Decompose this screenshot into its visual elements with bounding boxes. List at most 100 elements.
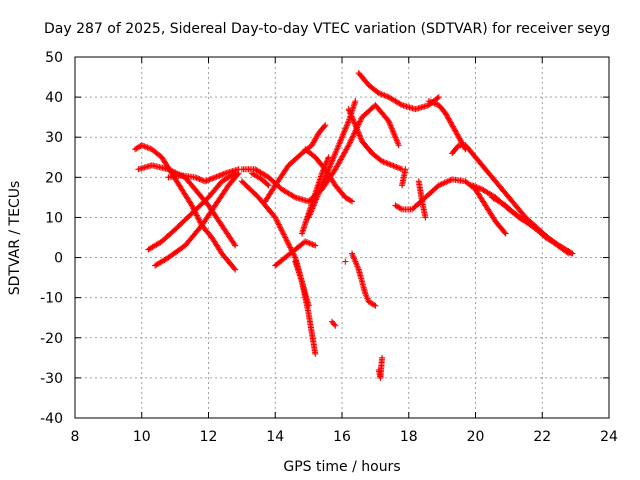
- data-point: [396, 165, 403, 172]
- data-point: [390, 162, 397, 169]
- x-tick-label: 20: [467, 429, 485, 445]
- data-point: [216, 172, 223, 179]
- data-point: [272, 214, 279, 221]
- data-point: [192, 174, 199, 181]
- x-tick-label: 18: [400, 429, 418, 445]
- series-track-25: [399, 166, 409, 189]
- data-point: [434, 95, 441, 102]
- series-track-3: [145, 170, 239, 253]
- data-point: [140, 142, 147, 149]
- data-point: [274, 218, 281, 225]
- data-point: [202, 178, 209, 185]
- series-track-10: [292, 258, 319, 357]
- series-track-4: [152, 170, 242, 269]
- data-point: [312, 350, 319, 357]
- data-point: [197, 176, 204, 183]
- series-track-17: [425, 98, 469, 153]
- data-point: [280, 231, 287, 238]
- data-point: [291, 253, 298, 260]
- data-point: [567, 249, 574, 256]
- data-point: [215, 173, 222, 180]
- data-point: [207, 176, 214, 183]
- y-tick-label: -40: [40, 411, 63, 427]
- data-point: [402, 166, 409, 173]
- x-axis-label: GPS time / hours: [283, 459, 400, 475]
- data-point: [168, 167, 175, 174]
- data-point: [384, 160, 391, 167]
- data-point: [284, 238, 291, 245]
- data-point: [194, 213, 201, 220]
- y-tick-label: -20: [40, 331, 63, 347]
- y-tick-label: 50: [45, 50, 63, 66]
- y-tick-label: 30: [45, 130, 63, 146]
- data-point: [378, 91, 385, 98]
- data-point: [432, 100, 439, 107]
- data-point: [165, 166, 172, 173]
- data-point: [306, 240, 313, 247]
- data-point: [372, 302, 379, 309]
- series-track-7: [248, 170, 272, 189]
- data-point: [384, 93, 391, 100]
- data-point: [383, 160, 390, 167]
- series-track-9: [272, 238, 319, 269]
- data-point: [231, 241, 238, 248]
- data-point: [195, 215, 202, 222]
- data-point: [325, 154, 332, 161]
- data-point: [277, 225, 284, 232]
- data-point: [305, 239, 312, 246]
- data-point: [422, 214, 429, 221]
- data-point: [279, 228, 286, 235]
- data-point: [393, 164, 400, 171]
- data-point: [501, 229, 508, 236]
- data-point: [474, 184, 481, 191]
- series-track-21: [489, 194, 576, 257]
- data-point: [166, 166, 173, 173]
- data-point: [281, 233, 288, 240]
- data-point: [310, 241, 317, 248]
- data-point: [397, 101, 404, 108]
- data-point: [469, 182, 476, 189]
- data-point: [380, 158, 387, 165]
- data-point: [282, 234, 289, 241]
- data-point: [195, 216, 202, 223]
- data-point: [435, 94, 442, 101]
- series-track-18: [392, 176, 509, 237]
- data-point: [342, 258, 349, 265]
- data-point: [477, 185, 484, 192]
- data-point: [470, 182, 477, 189]
- y-tick-label: -30: [40, 371, 63, 387]
- series-track-22: [349, 250, 379, 309]
- y-tick-label: -10: [40, 291, 63, 307]
- data-point: [144, 144, 151, 151]
- data-point: [377, 90, 384, 97]
- data-point: [232, 266, 239, 273]
- data-point: [386, 161, 393, 168]
- data-point: [275, 221, 282, 228]
- data-point: [265, 182, 272, 189]
- data-point: [195, 175, 202, 182]
- data-point: [391, 163, 398, 170]
- data-point: [203, 177, 210, 184]
- data-point: [371, 301, 378, 308]
- series-track-23: [375, 354, 386, 381]
- chart-title: Day 287 of 2025, Sidereal Day-to-day VTE…: [44, 21, 610, 37]
- series-track-24: [415, 178, 429, 221]
- data-point: [380, 91, 387, 98]
- data-point: [282, 235, 289, 242]
- series-track-15: [345, 106, 406, 173]
- series-track-5: [165, 166, 242, 185]
- data-point: [473, 184, 480, 191]
- series-track-26: [328, 318, 339, 329]
- data-point: [322, 122, 329, 129]
- data-point: [213, 173, 220, 180]
- data-point: [375, 90, 382, 97]
- data-point: [206, 176, 213, 183]
- data-point: [171, 168, 178, 175]
- data-point: [389, 162, 396, 169]
- data-point: [231, 265, 238, 272]
- data-point: [379, 158, 386, 165]
- data-point: [347, 197, 354, 204]
- data-point: [381, 159, 388, 166]
- data-point: [472, 183, 479, 190]
- data-point: [210, 174, 217, 181]
